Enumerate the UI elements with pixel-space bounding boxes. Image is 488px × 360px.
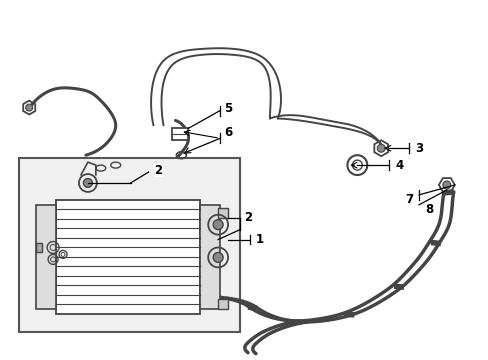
Circle shape <box>213 220 223 230</box>
Bar <box>218 208 227 218</box>
Bar <box>218 299 227 309</box>
Bar <box>19 158 240 332</box>
Circle shape <box>26 104 33 111</box>
Text: 2: 2 <box>244 211 251 224</box>
Bar <box>200 205 220 309</box>
Bar <box>172 129 188 140</box>
Bar <box>36 243 42 252</box>
Text: 8: 8 <box>424 203 432 216</box>
Bar <box>56 200 200 314</box>
Text: 7: 7 <box>404 193 412 206</box>
Text: 1: 1 <box>255 233 264 246</box>
Circle shape <box>83 179 92 188</box>
Circle shape <box>213 252 223 262</box>
Text: 2: 2 <box>154 163 162 176</box>
Text: 6: 6 <box>224 126 232 139</box>
Text: 5: 5 <box>224 102 232 115</box>
Text: 3: 3 <box>414 142 422 155</box>
Bar <box>36 205 56 309</box>
Text: 4: 4 <box>394 159 403 172</box>
Circle shape <box>376 144 385 152</box>
Circle shape <box>442 181 450 189</box>
